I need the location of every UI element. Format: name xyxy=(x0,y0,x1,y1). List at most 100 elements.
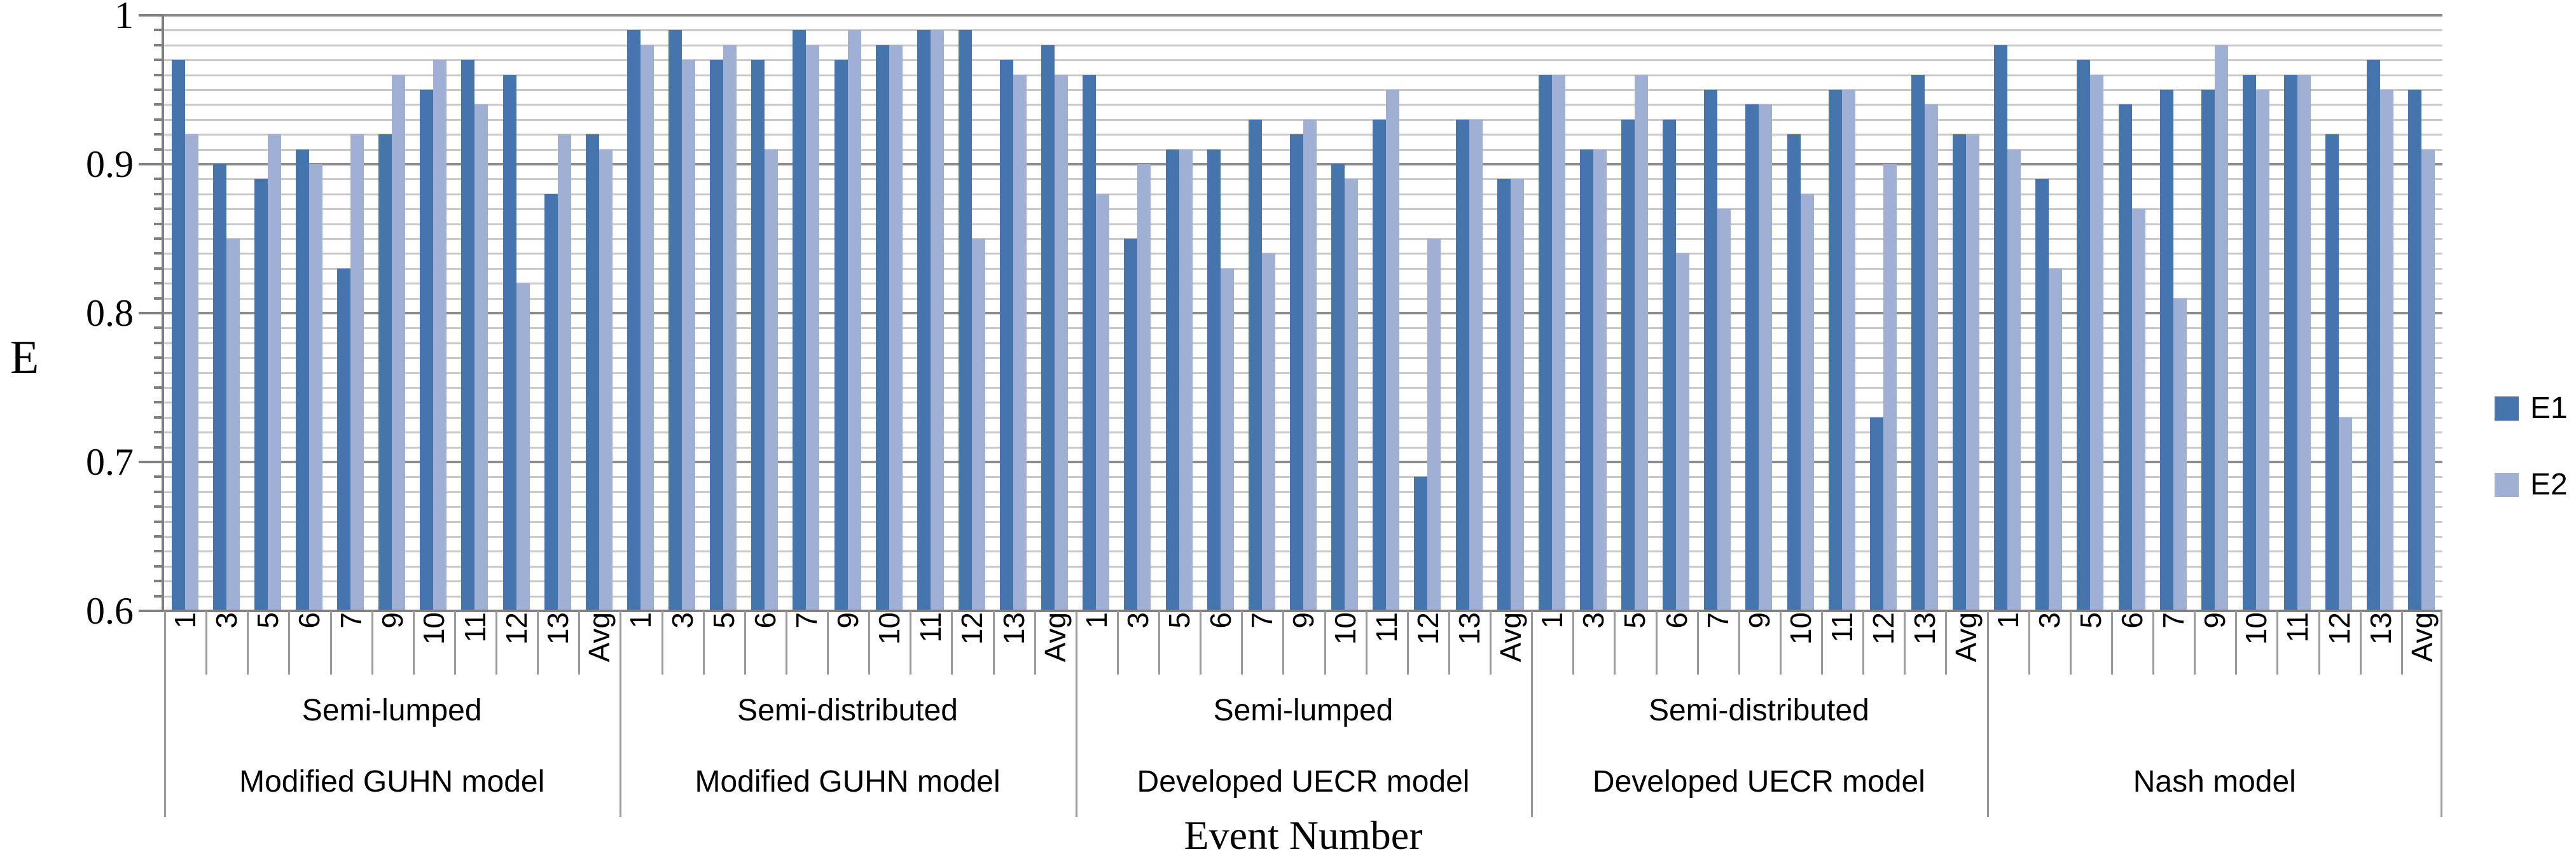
group-model-label: Nash model xyxy=(2133,764,2296,799)
x-category-label: 7 xyxy=(1701,612,1735,629)
x-category-label: 1 xyxy=(1079,612,1113,629)
x-category-label: 11 xyxy=(1825,612,1859,643)
legend-item-e2: E2 xyxy=(2495,470,2568,500)
x-category-label: 3 xyxy=(1576,612,1610,629)
category-divider xyxy=(1614,611,1616,675)
bar-e1 xyxy=(213,164,226,611)
bar-e2 xyxy=(1925,104,1938,611)
x-category-label: 9 xyxy=(2198,612,2231,629)
x-category-label: 6 xyxy=(748,612,782,629)
y-minor-tick xyxy=(154,475,164,478)
bar-e1 xyxy=(1041,45,1055,611)
bar-e2 xyxy=(848,30,861,611)
bar-e2 xyxy=(558,134,571,611)
x-category-label: 6 xyxy=(2115,612,2149,629)
x-axis-line xyxy=(139,610,2442,612)
legend-swatch-e1 xyxy=(2495,396,2519,421)
bar-e2 xyxy=(1511,179,1524,611)
category-divider xyxy=(1780,611,1782,675)
bar-e1 xyxy=(2160,90,2173,611)
x-category-label: 10 xyxy=(872,612,906,645)
x-category-label: 7 xyxy=(1245,612,1278,629)
bar-e1 xyxy=(2367,60,2380,611)
y-minor-tick xyxy=(154,178,164,180)
category-divider xyxy=(1656,611,1658,675)
group-sub-label: Semi-lumped xyxy=(1213,693,1394,727)
bar-e1 xyxy=(1663,120,1676,611)
x-category-label: 11 xyxy=(2280,612,2314,643)
group-separator xyxy=(2441,611,2442,817)
y-minor-tick xyxy=(154,342,164,344)
x-category-label: 9 xyxy=(831,612,864,629)
x-category-label: 12 xyxy=(955,612,988,645)
y-tick-label: 0.6 xyxy=(86,590,134,632)
bar-e2 xyxy=(185,134,198,611)
x-category-label: 7 xyxy=(334,612,368,629)
bar-e1 xyxy=(1166,150,1179,611)
x-category-label: 1 xyxy=(1991,612,2025,629)
x-category-label: 10 xyxy=(1783,612,1817,645)
y-minor-tick xyxy=(154,252,164,255)
category-divider xyxy=(1945,611,1947,675)
x-category-label-cell: 5 xyxy=(2070,612,2111,701)
bar-e1 xyxy=(1083,75,1096,611)
bar-e2 xyxy=(392,75,405,611)
x-category-label: 10 xyxy=(1328,612,1362,645)
y-minor-tick xyxy=(154,446,164,449)
x-category-label-cell: 1 xyxy=(1987,612,2028,701)
x-category-label-cell: 12 xyxy=(2318,612,2360,701)
category-divider xyxy=(827,611,829,675)
bar-e2 xyxy=(350,134,364,611)
bar-e1 xyxy=(1207,150,1221,611)
bar-e1 xyxy=(1953,134,1966,611)
bar-e1 xyxy=(876,45,889,611)
category-divider xyxy=(537,611,539,675)
category-divider xyxy=(1738,611,1740,675)
bar-e2 xyxy=(1801,194,1814,611)
x-category-label: 11 xyxy=(913,612,947,643)
bar-e2 xyxy=(1966,134,1979,611)
legend-swatch-e2 xyxy=(2495,473,2519,497)
x-category-label: Avg xyxy=(582,612,616,662)
minor-gridline xyxy=(164,45,2442,46)
x-category-label-cell: 13 xyxy=(2360,612,2401,701)
bar-e1 xyxy=(378,134,392,611)
category-divider xyxy=(247,611,249,675)
legend-label: E2 xyxy=(2530,468,2568,501)
category-divider xyxy=(1572,611,1574,675)
bar-e1 xyxy=(296,150,309,611)
bar-e1 xyxy=(503,75,516,611)
bar-e1 xyxy=(1580,150,1593,611)
bar-e1 xyxy=(1000,60,1013,611)
category-divider xyxy=(330,611,332,675)
category-divider xyxy=(703,611,705,675)
bar-e2 xyxy=(1055,75,1068,611)
y-minor-tick xyxy=(154,103,164,106)
category-divider xyxy=(2318,611,2320,675)
x-category-label: 1 xyxy=(168,612,202,629)
category-divider xyxy=(2360,611,2362,675)
group-separator xyxy=(1076,611,1077,817)
category-divider xyxy=(1490,611,1492,675)
bar-e1 xyxy=(1290,134,1303,611)
bar-e1 xyxy=(1911,75,1925,611)
bar-e2 xyxy=(599,150,613,611)
bar-e1 xyxy=(1497,179,1511,611)
category-divider xyxy=(910,611,911,675)
bar-e1 xyxy=(2284,75,2297,611)
bar-e1 xyxy=(2119,104,2132,611)
bar-e1 xyxy=(420,90,433,611)
category-divider xyxy=(993,611,995,675)
category-divider xyxy=(1158,611,1160,675)
y-minor-tick xyxy=(154,535,164,538)
x-category-label: 6 xyxy=(292,612,326,629)
y-axis-title: E xyxy=(10,332,39,384)
bar-e1 xyxy=(751,60,765,611)
bar-e2 xyxy=(1469,120,1483,611)
category-divider xyxy=(1282,611,1284,675)
x-category-label: 9 xyxy=(1286,612,1320,629)
category-divider xyxy=(1904,611,1906,675)
bar-e2 xyxy=(682,60,695,611)
group-separator xyxy=(1987,611,1989,817)
bar-e1 xyxy=(1621,120,1635,611)
